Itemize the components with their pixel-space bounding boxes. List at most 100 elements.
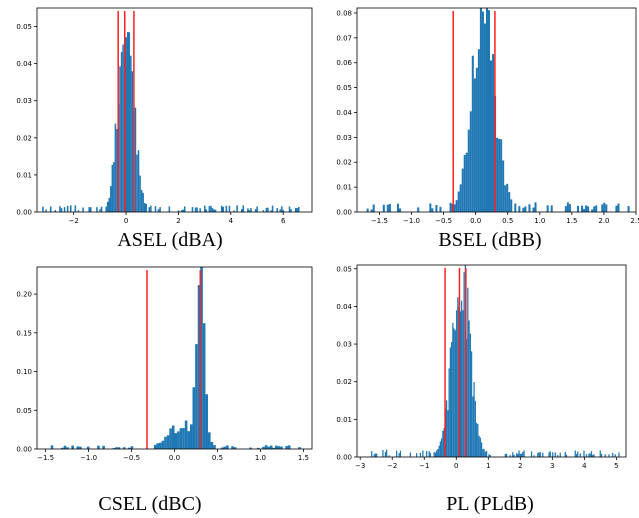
y-tick-label: 0.15 xyxy=(16,329,32,337)
histogram-bar xyxy=(549,451,551,457)
histogram-bar xyxy=(106,201,109,212)
csel-bars xyxy=(50,267,301,449)
histogram-bar xyxy=(225,205,228,212)
x-tick-label: 0 xyxy=(454,462,458,470)
histogram-bar xyxy=(615,205,618,212)
histogram-bar xyxy=(264,445,268,449)
histogram-bar xyxy=(213,209,215,212)
histogram-bar xyxy=(122,447,126,449)
histogram-bar xyxy=(220,447,224,449)
histogram-bar xyxy=(537,453,539,457)
histogram-bar xyxy=(496,137,499,212)
histogram-bar xyxy=(455,200,458,212)
bsel-histogram-plot: −1.5 −1.0 −0.5 0.0 0.5 1.0 1.5 2.0 2.5 0.00 0.01 0.… xyxy=(336,7,639,225)
histogram-bar xyxy=(431,208,434,212)
histogram-panel-bsel: −1.5 −1.0 −0.5 0.0 0.5 1.0 1.5 2.0 2.5 0.00 0.01 0.… xyxy=(320,0,639,259)
histogram-bar xyxy=(472,396,474,457)
histogram-bar xyxy=(76,446,80,449)
histogram-bar xyxy=(478,435,480,457)
histogram-bar xyxy=(194,207,197,212)
x-tick-label: 4 xyxy=(582,462,587,470)
histogram-bar xyxy=(539,452,541,457)
histogram-bar xyxy=(248,210,251,212)
histogram-bar xyxy=(461,168,464,212)
y-tick-label: 0.05 xyxy=(336,265,352,273)
histogram-bar xyxy=(398,453,400,457)
y-tick-label: 0.02 xyxy=(336,378,352,386)
histogram-bar xyxy=(296,208,298,212)
histogram-bar xyxy=(257,447,260,449)
x-tick-label: 1 xyxy=(486,462,490,470)
histogram-bar xyxy=(250,208,252,212)
histogram-bar xyxy=(214,209,217,212)
histogram-bar xyxy=(374,453,377,457)
histogram-bar xyxy=(143,202,146,212)
y-tick-label: 0.02 xyxy=(336,159,352,167)
histogram-bar xyxy=(483,23,486,212)
histogram-bar xyxy=(437,448,439,457)
histogram-bar xyxy=(574,450,576,457)
histogram-bar xyxy=(589,453,591,457)
histogram-bar xyxy=(114,123,117,212)
histogram-bar xyxy=(552,452,554,457)
histogram-bar xyxy=(240,209,243,212)
histogram-bar xyxy=(568,204,571,212)
histogram-bar xyxy=(519,453,521,457)
y-tick-label: 0.05 xyxy=(336,84,352,92)
histogram-bar xyxy=(618,452,620,457)
histogram-bar xyxy=(376,453,378,457)
histogram-bar xyxy=(429,203,432,212)
histogram-bar xyxy=(452,322,454,457)
histogram-bar xyxy=(538,452,540,457)
histogram-bar xyxy=(191,207,194,212)
x-tick-label: 3 xyxy=(550,462,554,470)
histogram-bar xyxy=(111,164,114,212)
y-tick-label: 0.04 xyxy=(16,60,32,68)
histogram-bar xyxy=(74,205,77,212)
histogram-bar xyxy=(180,210,183,212)
histogram-bar xyxy=(108,197,111,212)
y-tick-label: 0.00 xyxy=(16,446,32,454)
x-tick-label: −1.0 xyxy=(80,454,97,462)
histogram-bar xyxy=(233,210,235,212)
histogram-bar xyxy=(581,205,584,212)
histogram-bar xyxy=(479,8,482,212)
histogram-bar xyxy=(115,447,118,449)
histogram-bar xyxy=(211,208,214,212)
histogram-bar xyxy=(559,452,561,457)
pl-caption: PL (PLdB) xyxy=(446,493,534,515)
histogram-bar xyxy=(417,207,420,212)
histogram-bar xyxy=(465,152,468,212)
histogram-bar xyxy=(125,37,127,212)
histogram-bar xyxy=(554,452,556,457)
histogram-bar xyxy=(481,11,484,213)
histogram-bar xyxy=(627,206,630,212)
y-tick-label: 0.04 xyxy=(336,109,352,117)
histogram-bar xyxy=(200,267,203,449)
y-tick-label: 0.05 xyxy=(16,23,32,31)
csel-axes-frame xyxy=(36,266,313,450)
x-tick-label: 1.0 xyxy=(255,454,266,462)
histogram-bar xyxy=(474,400,476,457)
histogram-bar xyxy=(530,451,533,457)
histogram-bar xyxy=(96,207,98,212)
histogram-bar xyxy=(122,44,124,212)
histogram-bar xyxy=(533,455,535,457)
histogram-bar xyxy=(202,323,206,449)
histogram-bar xyxy=(480,442,483,457)
histogram-bar xyxy=(282,210,285,212)
histogram-bar xyxy=(429,453,432,457)
histogram-bar xyxy=(54,210,57,212)
histogram-bar xyxy=(453,328,455,457)
histogram-bar xyxy=(182,428,185,449)
histogram-bar xyxy=(297,207,300,212)
histogram-bar xyxy=(579,453,581,457)
histogram-bar xyxy=(557,455,559,457)
histogram-bar xyxy=(204,205,206,212)
y-tick-label: 0.04 xyxy=(336,303,352,311)
histogram-bar xyxy=(228,205,231,212)
histogram-bar xyxy=(136,154,138,212)
histogram-bar xyxy=(169,428,172,449)
y-tick-label: 0.08 xyxy=(336,9,352,17)
y-tick-label: 0.01 xyxy=(16,171,32,179)
